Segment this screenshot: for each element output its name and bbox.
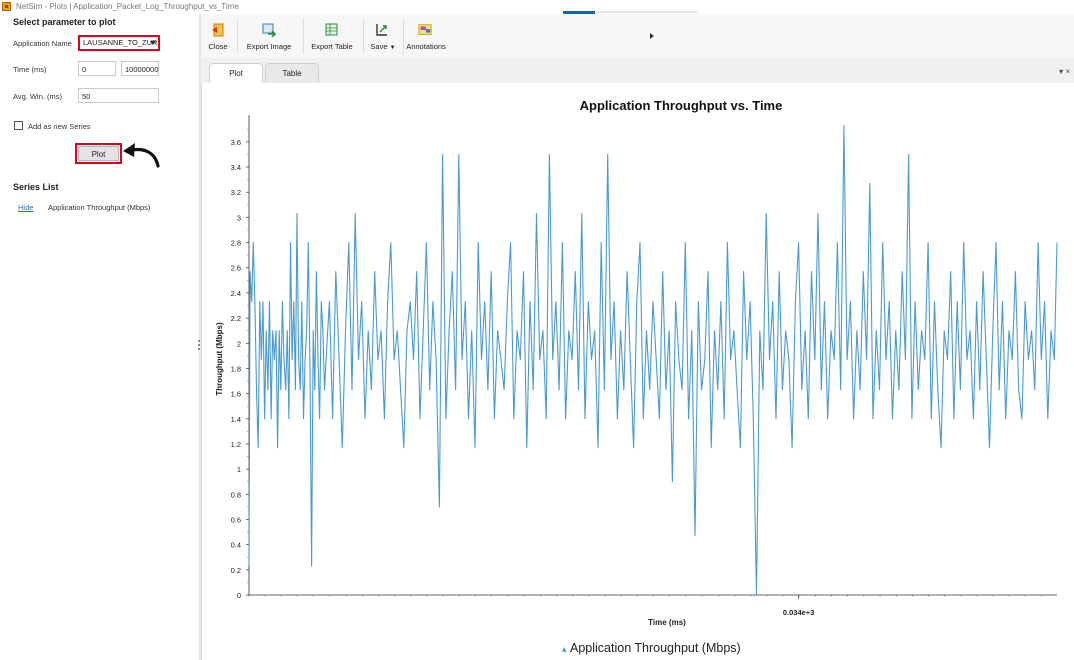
- window-titlebar: NetSim - Plots | Application_Packet_Log_…: [0, 0, 1074, 14]
- throughput-chart[interactable]: Application Throughput vs. Time 0 0.2 0.4 0.…: [202, 83, 1074, 660]
- toolbar-separator: [303, 18, 304, 54]
- y-tick-label: 2.2: [231, 314, 241, 323]
- y-tick-label: 0.4: [231, 541, 241, 550]
- view-tabs: Plot Table ▾ ×: [201, 58, 1074, 83]
- series-list-heading: Series List: [13, 182, 59, 192]
- legend-marker-icon: ▲: [562, 646, 567, 653]
- toolbar-separator: [403, 18, 404, 54]
- legend-label: Application Throughput (Mbps): [570, 641, 741, 655]
- netsim-app-icon: [2, 2, 11, 11]
- tab-plot[interactable]: Plot: [209, 63, 263, 83]
- export-image-label: Export Image: [246, 42, 292, 51]
- series-line-throughput: [248, 124, 1058, 596]
- toolbar-overflow-icon[interactable]: [650, 33, 654, 39]
- close-label: Close: [208, 42, 228, 51]
- close-button[interactable]: Close: [204, 14, 232, 58]
- chevron-down-icon[interactable]: ▾: [1059, 67, 1064, 76]
- y-tick-label: 1.4: [231, 415, 241, 424]
- y-axis-label: Throughput (Mbps): [215, 322, 224, 396]
- plot-button-label: Plot: [78, 146, 119, 161]
- window-title: NetSim - Plots | Application_Packet_Log_…: [16, 2, 239, 11]
- y-tick-label: 2.4: [231, 289, 241, 298]
- curved-arrow-icon: [123, 143, 160, 168]
- application-name-label: Application Name: [13, 39, 72, 48]
- save-label-text: Save: [370, 42, 388, 51]
- add-new-series-label: Add as new Series: [28, 122, 91, 131]
- series-name: Application Throughput (Mbps): [48, 203, 151, 212]
- tab-table[interactable]: Table: [265, 63, 319, 83]
- export-table-label: Export Table: [311, 42, 353, 51]
- y-tick-label: 1: [237, 465, 241, 474]
- close-icon[interactable]: ×: [1065, 67, 1070, 76]
- export-image-icon: [262, 23, 276, 37]
- annotations-button[interactable]: Annotations: [405, 14, 447, 58]
- plot-toolbar: Close Export Image Export Table Save ▼ A…: [201, 14, 1074, 59]
- y-tick-label: 1.2: [231, 440, 241, 449]
- time-to-input[interactable]: 10000000: [121, 61, 159, 76]
- tab-menu-controls[interactable]: ▾ ×: [1059, 67, 1070, 76]
- close-door-icon: [212, 23, 224, 37]
- plot-button[interactable]: Plot: [75, 143, 122, 164]
- application-name-select[interactable]: LAUSANNE_TO_ZURICH: [78, 35, 160, 51]
- y-tick-label: 3.2: [231, 188, 241, 197]
- y-tick-label: 0: [237, 591, 241, 600]
- y-tick-label: 1.6: [231, 390, 241, 399]
- toolbar-separator: [363, 18, 364, 54]
- y-tick-label: 2: [237, 339, 241, 348]
- annotations-icon: [418, 24, 432, 35]
- save-icon: [376, 24, 387, 36]
- export-table-button[interactable]: Export Table: [307, 14, 357, 58]
- chevron-down-icon: ▼: [389, 45, 396, 51]
- y-tick-label: 0.6: [231, 515, 241, 524]
- export-table-icon: [325, 23, 338, 36]
- save-label: Save ▼: [367, 42, 399, 51]
- titlebar-accent-track: [597, 11, 697, 13]
- hide-series-link[interactable]: Hide: [18, 203, 34, 212]
- x-tick-label: 0.034e+3: [783, 608, 815, 617]
- titlebar-accent: [563, 11, 595, 14]
- y-tick-label: 3.4: [231, 163, 241, 172]
- time-label: Time (ms): [13, 65, 47, 74]
- chart-title: Application Throughput vs. Time: [580, 98, 783, 113]
- panel-divider: [199, 14, 201, 660]
- export-image-button[interactable]: Export Image: [243, 14, 295, 58]
- y-tick-label: 0.2: [231, 566, 241, 575]
- plot-area: Application Throughput vs. Time 0 0.2 0.4 0.…: [201, 83, 1074, 660]
- application-name-value: LAUSANNE_TO_ZURICH: [83, 38, 160, 47]
- chevron-down-icon: [150, 41, 156, 45]
- parameter-panel: Select parameter to plot Application Nam…: [0, 14, 199, 660]
- toolbar-separator: [237, 18, 238, 54]
- y-tick-label: 3: [237, 213, 241, 222]
- y-tick-label: 1.8: [231, 364, 241, 373]
- x-axis-label: Time (ms): [648, 618, 686, 627]
- avg-win-input[interactable]: 50: [78, 88, 159, 103]
- splitter-grip-icon[interactable]: [198, 338, 201, 354]
- y-tick-label: 2.8: [231, 239, 241, 248]
- y-tick-label: 0.8: [231, 490, 241, 499]
- annotations-label: Annotations: [406, 42, 446, 51]
- avg-win-label: Avg. Win. (ms): [13, 92, 63, 101]
- add-new-series-checkbox[interactable]: [14, 121, 23, 130]
- y-tick-label: 3.6: [231, 138, 241, 147]
- save-button[interactable]: Save ▼: [367, 14, 399, 58]
- time-from-input[interactable]: 0: [78, 61, 116, 76]
- y-tick-label: 2.6: [231, 264, 241, 273]
- select-parameter-heading: Select parameter to plot: [13, 17, 116, 27]
